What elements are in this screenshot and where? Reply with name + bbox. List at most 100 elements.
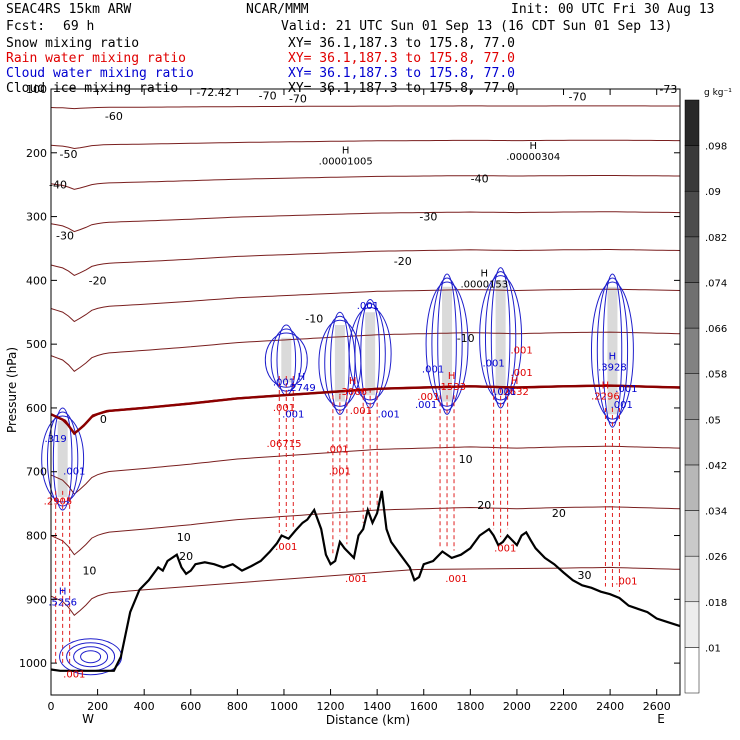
isotherm-line — [50, 566, 681, 617]
colorbar-label: .082 — [705, 233, 727, 244]
y-tick-label: 500 — [26, 338, 47, 351]
isotherm-line — [50, 249, 681, 276]
contour-value-label: .001 — [422, 365, 444, 376]
temperature-label: -40 — [49, 179, 67, 192]
extremum-value: .3928 — [598, 363, 627, 374]
temperature-label: -20 — [394, 255, 412, 268]
y-tick-label: 600 — [26, 402, 47, 415]
x-tick-label: 1800 — [456, 700, 484, 713]
plot-frame — [50, 88, 681, 696]
cloud-water-contour — [484, 271, 517, 405]
mixing-ratio-shade — [281, 337, 292, 383]
contour-value-label: .001 — [345, 574, 367, 585]
temperature-label: 20 — [477, 499, 491, 512]
field-rain-xy: XY= 36.1,187.3 to 175.8, 77.0 — [288, 51, 515, 66]
cloud-water-contour — [602, 273, 623, 428]
contour-value-label: .001 — [445, 574, 467, 585]
model-title: SEAC4RS 15km ARW — [6, 2, 132, 17]
cloud-water-contour — [596, 277, 629, 424]
temperature-contours — [50, 105, 681, 617]
contour-value-label: .001 — [350, 406, 372, 417]
cloud-water-contour — [73, 646, 109, 668]
temperature-label: -30 — [419, 211, 437, 224]
colorbar-unit: g kg⁻¹ — [704, 88, 732, 98]
temperature-label: -50 — [59, 148, 77, 161]
y-tick-label: 400 — [26, 274, 47, 287]
field-cloudice-name: Cloud ice mixing ratio — [6, 81, 179, 96]
temperature-label: 10 — [82, 565, 96, 578]
isotherm-line — [50, 384, 681, 436]
temperature-label: -73 — [659, 83, 677, 96]
colorbar-swatch — [684, 464, 700, 511]
colorbar-label: .05 — [705, 415, 721, 426]
x-tick-label: 600 — [180, 700, 201, 713]
extremum-marker: H — [448, 371, 456, 382]
extremum-marker: H — [342, 146, 350, 157]
temperature-label: -70 — [259, 89, 277, 102]
extremum-value: .2749 — [287, 383, 316, 394]
extremum-value: .2905 — [44, 497, 73, 508]
extremum-value: .2296 — [591, 391, 620, 402]
extremum-value: .0000153 — [460, 280, 508, 291]
colorbar-swatch — [684, 373, 700, 420]
temperature-label: 0 — [100, 413, 107, 426]
x-tick-label: 1600 — [410, 700, 438, 713]
mixing-ratio-shade — [607, 286, 618, 415]
colorbar-label: .018 — [705, 598, 727, 609]
field-cloudice-xy: XY= 36.1,187.3 to 175.8, 77.0 — [288, 81, 515, 96]
contour-value-label: .001 — [510, 368, 532, 379]
extremum-marker: H — [298, 372, 306, 383]
terrain-layer — [50, 384, 681, 672]
cloud-water-contour — [425, 281, 469, 407]
temperature-label: -40 — [471, 172, 489, 185]
field-rain-name: Rain water mixing ratio — [6, 51, 187, 66]
cloud-water-contour — [264, 332, 308, 388]
x-tick-label: 200 — [87, 700, 108, 713]
temperature-label: -60 — [105, 110, 123, 123]
extremum-marker: H — [349, 376, 357, 387]
field-snow-name: Snow mixing ratio — [6, 36, 140, 51]
contour-value-label: .001 — [417, 392, 439, 403]
temperature-label: -70 — [569, 91, 587, 104]
extremum-value: .00000304 — [506, 152, 560, 163]
colorbar-label: .066 — [705, 324, 727, 335]
extremum-value: .2632 — [500, 387, 529, 398]
extremum-marker: H — [481, 269, 489, 280]
extremum-value: .5256 — [48, 597, 77, 608]
cloud-water-contour — [348, 307, 392, 401]
y-tick-label: 1000 — [19, 657, 47, 670]
x-tick-label: 2200 — [550, 700, 578, 713]
x-tick-label: 1200 — [317, 700, 345, 713]
cloud-water-contour — [66, 642, 116, 672]
cloud-water-contour — [324, 315, 356, 411]
contour-value-label: .001 — [494, 387, 516, 398]
isotherm-line — [50, 211, 681, 233]
contour-value-label: .001 — [482, 358, 504, 369]
colorbar-swatch — [684, 327, 700, 374]
cloud-water-contour — [360, 299, 380, 409]
contour-value-label: .001 — [494, 543, 516, 554]
y-tick-label: 700 — [26, 466, 47, 479]
extremum-value: .00001005 — [319, 157, 373, 168]
center-name: NCAR/MMM — [246, 2, 309, 17]
colorbar-label: .09 — [705, 187, 721, 198]
colorbar-swatch — [684, 510, 700, 557]
isotherm-line — [50, 175, 680, 190]
colorbar-label: .058 — [705, 370, 727, 381]
y-tick-label: 300 — [26, 211, 47, 224]
isotherm-line — [50, 331, 681, 372]
x-axis-label: Distance (km) — [326, 713, 410, 727]
mixing-ratio-shade — [365, 312, 376, 396]
colorbar: .01 .018 .026 .034 .042 .05 .058 .066 .074 .082 .0… — [684, 99, 727, 694]
contour-value-label: .001 — [415, 400, 437, 411]
extremum-value: .06715 — [266, 439, 301, 450]
x-tick-label: 800 — [227, 700, 248, 713]
y-tick-label: 200 — [26, 147, 47, 160]
temperature-label: 30 — [577, 569, 591, 582]
cloud-water-contour — [41, 415, 85, 503]
cloud-water-contour — [47, 411, 79, 507]
cloud-water-contour — [437, 273, 457, 415]
contour-value-label: .001 — [282, 409, 304, 420]
init-time: Init: 00 UTC Fri 30 Aug 13 — [511, 2, 715, 17]
temperature-label: 20 — [552, 507, 566, 520]
